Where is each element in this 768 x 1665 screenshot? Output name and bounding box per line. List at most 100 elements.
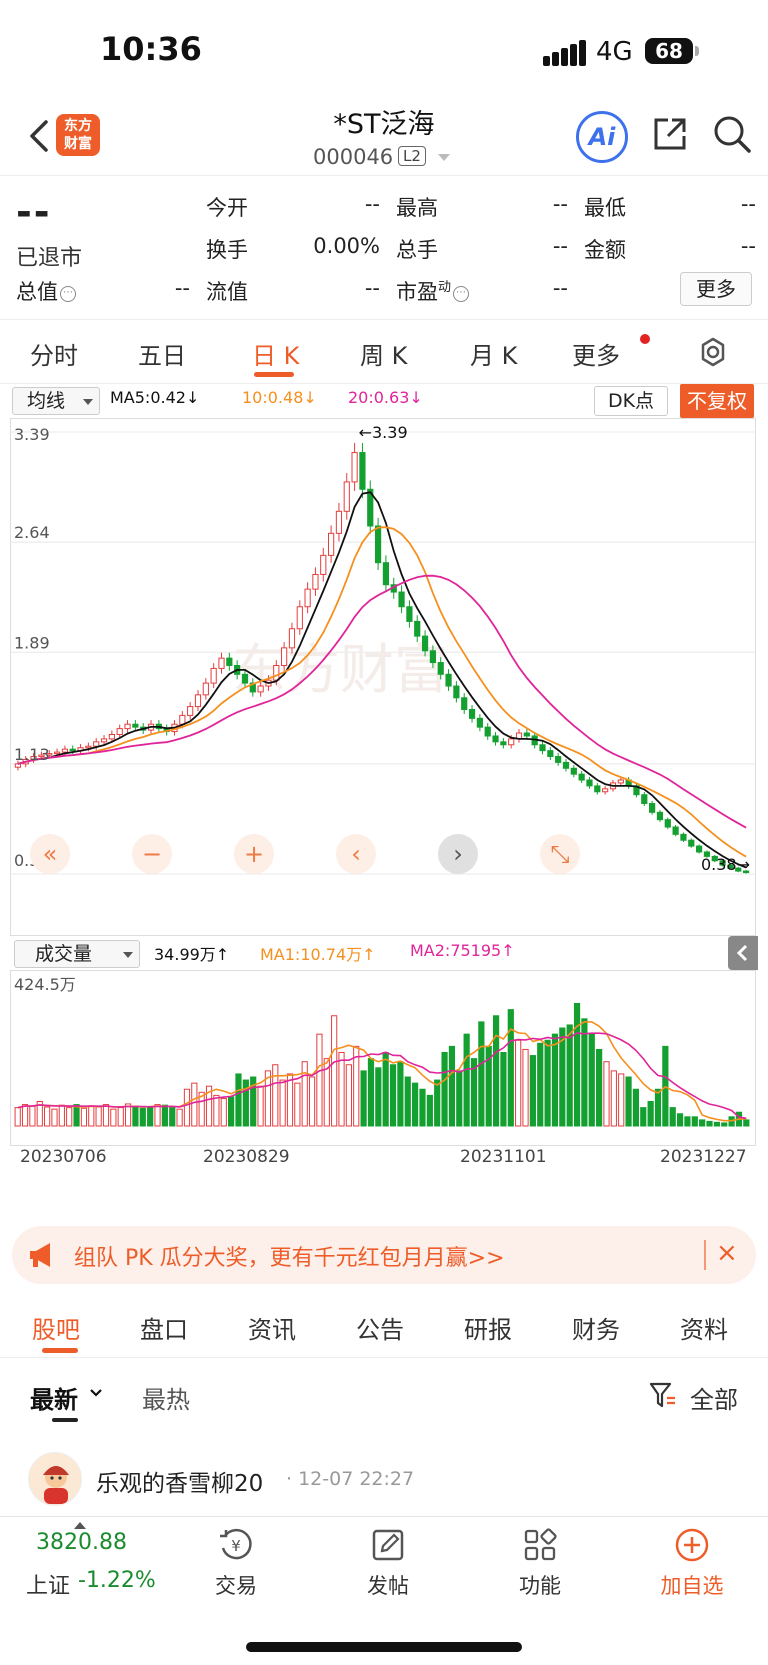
volume-bar <box>331 1015 338 1127</box>
candle <box>641 794 648 805</box>
candle <box>711 855 718 862</box>
chevron-down-icon[interactable] <box>438 154 450 161</box>
info-icon[interactable]: ⋯ <box>453 286 470 302</box>
level2-badge[interactable]: L2 <box>398 146 426 166</box>
volume-bar <box>463 1033 470 1127</box>
candle <box>14 763 22 768</box>
float-cap-label: 流值 <box>206 280 248 304</box>
filter-label[interactable]: 全部 <box>690 1386 738 1414</box>
candle <box>85 745 92 749</box>
volume-bar <box>581 1018 588 1127</box>
post-icon <box>372 1529 404 1561</box>
filter-icon[interactable] <box>648 1380 678 1410</box>
tab-guba[interactable]: 股吧 <box>32 1316 80 1344</box>
candle <box>742 870 750 874</box>
nav-post[interactable]: 发帖 <box>348 1526 428 1600</box>
volume-indicator-select[interactable]: 成交量 <box>14 940 140 968</box>
candle <box>46 753 53 756</box>
tab-finance[interactable]: 财务 <box>572 1316 620 1344</box>
chevron-left-icon[interactable]: ‹ <box>336 834 376 874</box>
zoom-out-icon[interactable]: − <box>132 834 172 874</box>
control-glyph: › <box>453 840 463 868</box>
battery-icon: 68 <box>645 38 693 64</box>
chevron-down-icon[interactable] <box>88 1386 104 1400</box>
x-tick-label: 20231101 <box>460 1147 547 1167</box>
more-quote-button[interactable]: 更多 <box>680 272 752 306</box>
volume-bar <box>691 1116 698 1127</box>
volume-bar <box>235 1073 242 1127</box>
volume-bar <box>14 1107 21 1127</box>
back-icon[interactable] <box>24 118 54 154</box>
chevron-up-icon[interactable] <box>74 1522 86 1529</box>
chevron-down-icon <box>83 399 93 405</box>
tab-announcements[interactable]: 公告 <box>356 1316 404 1344</box>
volume-x-labels: 20230706 20230829 20231101 20231227 <box>20 1147 747 1167</box>
adjust-button[interactable]: 不复权 <box>680 384 754 418</box>
tab-monthly-k[interactable]: 月 K <box>470 342 518 370</box>
candle <box>288 628 296 649</box>
banner-text[interactable]: 组队 PK 瓜分大奖，更有千元红包月月赢>> <box>74 1246 505 1271</box>
volume-bar <box>58 1104 65 1127</box>
indicator-select[interactable]: 均线 <box>12 387 100 415</box>
candle <box>414 620 421 637</box>
nav-functions[interactable]: 功能 <box>500 1526 580 1600</box>
volume-chart[interactable]: 424.5万 20230706 20230829 20231101 20231227 <box>10 970 756 1168</box>
tab-five-day[interactable]: 五日 <box>138 342 186 370</box>
candle <box>735 867 742 872</box>
candle <box>304 588 311 608</box>
zoom-in-icon[interactable]: + <box>234 834 274 874</box>
volume-bar <box>124 1103 132 1127</box>
volume-bar <box>706 1120 713 1127</box>
chevron-right-icon[interactable]: › <box>438 834 478 874</box>
candle <box>562 761 570 769</box>
sort-latest[interactable]: 最新 <box>30 1386 78 1414</box>
fullscreen-icon[interactable]: ⤡ <box>540 834 580 874</box>
share-icon[interactable] <box>650 114 690 154</box>
nav-trade[interactable]: ¥ 交易 <box>196 1526 276 1600</box>
tab-daily-k[interactable]: 日 K <box>252 342 300 370</box>
tab-pankou[interactable]: 盘口 <box>140 1316 188 1344</box>
volume-value: 34.99万↑ <box>154 945 230 964</box>
close-icon[interactable]: × <box>716 1238 738 1268</box>
volume-bar <box>603 1061 610 1127</box>
volume-bar <box>323 1058 330 1127</box>
post-username[interactable]: 乐观的香雪柳20 <box>96 1471 264 1497</box>
gear-icon[interactable] <box>697 336 729 368</box>
tab-research[interactable]: 研报 <box>464 1316 512 1344</box>
index-name[interactable]: 上证 <box>26 1574 71 1599</box>
quote-panel <box>0 176 768 320</box>
volume-bar <box>29 1105 36 1127</box>
volume-bar <box>389 1064 397 1127</box>
tab-weekly-k[interactable]: 周 K <box>360 342 408 370</box>
sort-hot[interactable]: 最热 <box>142 1386 190 1414</box>
candle <box>461 697 468 711</box>
tab-profile[interactable]: 资料 <box>680 1316 728 1344</box>
search-icon[interactable] <box>712 114 752 154</box>
avatar[interactable] <box>28 1452 82 1506</box>
index-value[interactable]: 3820.88 <box>36 1530 127 1555</box>
tab-intraday[interactable]: 分时 <box>30 342 78 370</box>
index-change[interactable]: -1.22% <box>78 1568 156 1593</box>
ai-button[interactable]: Ai <box>576 111 628 163</box>
candle <box>241 673 249 684</box>
stock-code[interactable]: 000046 <box>313 145 394 169</box>
trading-status: 已退市 <box>16 246 83 271</box>
volume-bar <box>191 1082 198 1127</box>
volume-bar <box>242 1079 249 1127</box>
high-value: -- <box>552 192 568 216</box>
dk-point-button[interactable]: DK点 <box>594 386 668 416</box>
collapse-panel-button[interactable] <box>728 936 758 970</box>
tab-news[interactable]: 资讯 <box>248 1316 296 1344</box>
signal-icon <box>543 40 587 66</box>
tab-more[interactable]: 更多 <box>572 342 620 370</box>
promo-banner[interactable] <box>12 1226 756 1284</box>
nav-add-watchlist[interactable]: 加自选 <box>652 1526 732 1600</box>
candle <box>335 510 343 534</box>
info-icon[interactable]: ⋯ <box>60 286 76 302</box>
kline-chart[interactable]: 东方财富 3.392.641.891.130.38 ←3.39 0.38→ «−… <box>10 418 756 936</box>
candle <box>374 525 382 564</box>
scroll-left-fast-icon[interactable]: « <box>30 834 70 874</box>
candle <box>343 481 350 512</box>
candle <box>398 591 405 608</box>
volume-bar <box>44 1106 51 1127</box>
